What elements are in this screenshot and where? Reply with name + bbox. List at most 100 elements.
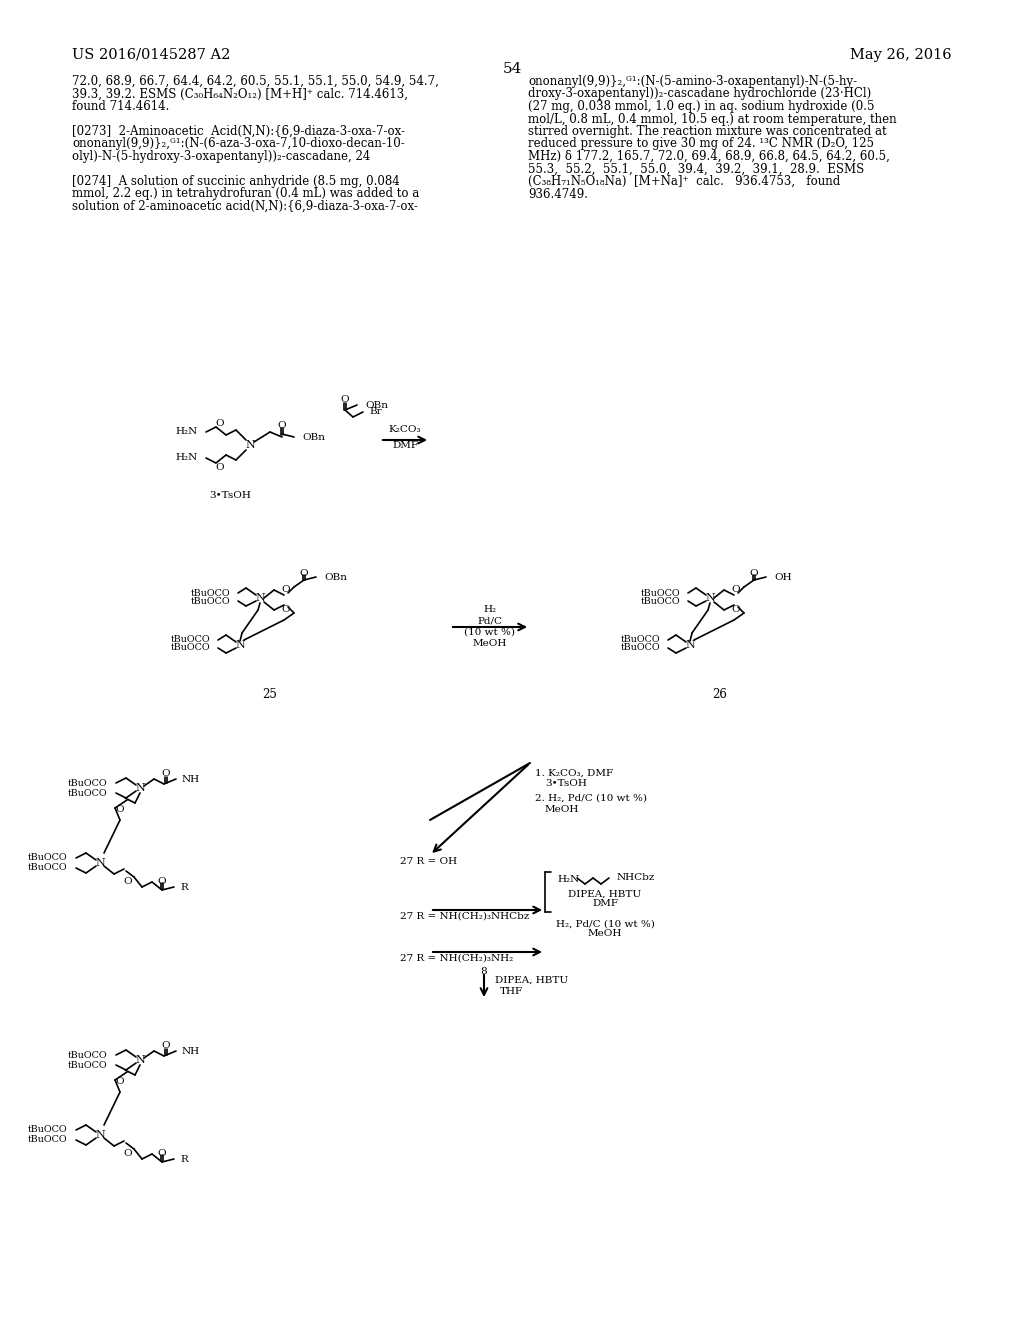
- Text: N: N: [135, 783, 144, 793]
- Text: reduced pressure to give 30 mg of 24. ¹³C NMR (D₂O, 125: reduced pressure to give 30 mg of 24. ¹³…: [528, 137, 874, 150]
- Text: solution of 2-aminoacetic acid(N,N):{6,9-diaza-3-oxa-7-ox-: solution of 2-aminoacetic acid(N,N):{6,9…: [72, 201, 418, 213]
- Text: (C₃₈H₇₁N₅O₁₈Na)  [M+Na]⁺  calc.   936.4753,   found: (C₃₈H₇₁N₅O₁₈Na) [M+Na]⁺ calc. 936.4753, …: [528, 176, 841, 187]
- Text: Pd/C: Pd/C: [477, 616, 503, 626]
- Text: O: O: [158, 1148, 166, 1158]
- Text: N: N: [255, 593, 265, 603]
- Text: N: N: [245, 440, 255, 450]
- Text: May 26, 2016: May 26, 2016: [850, 48, 952, 62]
- Text: MeOH: MeOH: [588, 929, 623, 939]
- Text: THF: THF: [500, 986, 523, 995]
- Text: [0273]  2-Aminoacetic  Acid(N,N):{6,9-diaza-3-oxa-7-ox-: [0273] 2-Aminoacetic Acid(N,N):{6,9-diaz…: [72, 125, 406, 139]
- Text: H₂N: H₂N: [176, 428, 198, 437]
- Text: Br: Br: [369, 408, 382, 417]
- Text: droxy-3-oxapentanyl))₂-cascadane hydrochloride (23·HCl): droxy-3-oxapentanyl))₂-cascadane hydroch…: [528, 87, 871, 100]
- Text: DIPEA, HBTU: DIPEA, HBTU: [495, 975, 568, 985]
- Text: mol/L, 0.8 mL, 0.4 mmol, 10.5 eq.) at room temperature, then: mol/L, 0.8 mL, 0.4 mmol, 10.5 eq.) at ro…: [528, 112, 897, 125]
- Text: 27 R = OH: 27 R = OH: [400, 858, 457, 866]
- Text: O: O: [216, 462, 224, 471]
- Text: tBuOCO: tBuOCO: [68, 779, 106, 788]
- Text: N: N: [236, 640, 245, 649]
- Text: tBuOCO: tBuOCO: [68, 1051, 106, 1060]
- Text: OBn: OBn: [324, 573, 347, 582]
- Text: US 2016/0145287 A2: US 2016/0145287 A2: [72, 48, 230, 62]
- Text: tBuOCO: tBuOCO: [28, 1126, 67, 1134]
- Text: tBuOCO: tBuOCO: [621, 635, 660, 644]
- Text: tBuOCO: tBuOCO: [28, 863, 67, 873]
- Text: tBuOCO: tBuOCO: [640, 597, 680, 606]
- Text: tBuOCO: tBuOCO: [170, 644, 210, 652]
- Text: DMF: DMF: [392, 441, 418, 450]
- Text: O: O: [162, 1041, 170, 1051]
- Text: N: N: [95, 858, 104, 869]
- Text: DIPEA, HBTU: DIPEA, HBTU: [568, 890, 642, 899]
- Text: H₂N: H₂N: [557, 875, 580, 884]
- Text: tBuOCO: tBuOCO: [621, 644, 660, 652]
- Text: 27 R = NH(CH₂)₃NH₂: 27 R = NH(CH₂)₃NH₂: [400, 953, 513, 962]
- Text: tBuOCO: tBuOCO: [170, 635, 210, 644]
- Text: N: N: [685, 640, 695, 649]
- Text: ononanyl(9,9)}₂,ᴳ¹:(N-(5-amino-3-oxapentanyl)-N-(5-hy-: ononanyl(9,9)}₂,ᴳ¹:(N-(5-amino-3-oxapent…: [528, 75, 857, 88]
- Text: tBuOCO: tBuOCO: [28, 854, 67, 862]
- Text: H₂: H₂: [483, 606, 497, 615]
- Text: 2. H₂, Pd/C (10 wt %): 2. H₂, Pd/C (10 wt %): [535, 793, 647, 803]
- Text: O: O: [278, 421, 287, 429]
- Text: NHCbz: NHCbz: [617, 874, 655, 883]
- Text: 26: 26: [713, 689, 727, 701]
- Text: O: O: [124, 878, 132, 887]
- Text: 3•TsOH: 3•TsOH: [545, 779, 587, 788]
- Text: O: O: [116, 805, 124, 814]
- Text: R: R: [180, 883, 187, 891]
- Text: K₂CO₃: K₂CO₃: [389, 425, 421, 434]
- Text: H₂, Pd/C (10 wt %): H₂, Pd/C (10 wt %): [556, 920, 654, 928]
- Text: NH: NH: [182, 1047, 200, 1056]
- Text: olyl)-N-(5-hydroxy-3-oxapentanyl))₂-cascadane, 24: olyl)-N-(5-hydroxy-3-oxapentanyl))₂-casc…: [72, 150, 371, 162]
- Text: 39.3, 39.2. ESMS (C₃₀H₆₄N₂O₁₂) [M+H]⁺ calc. 714.4613,: 39.3, 39.2. ESMS (C₃₀H₆₄N₂O₁₂) [M+H]⁺ ca…: [72, 87, 408, 100]
- Text: found 714.4614.: found 714.4614.: [72, 100, 169, 114]
- Text: tBuOCO: tBuOCO: [28, 1135, 67, 1144]
- Text: O: O: [124, 1150, 132, 1159]
- Text: 55.3,  55.2,  55.1,  55.0,  39.4,  39.2,  39.1,  28.9.  ESMS: 55.3, 55.2, 55.1, 55.0, 39.4, 39.2, 39.1…: [528, 162, 864, 176]
- Text: OBn: OBn: [365, 400, 388, 409]
- Text: N: N: [706, 593, 715, 603]
- Text: OBn: OBn: [302, 433, 325, 441]
- Text: N: N: [95, 1130, 104, 1140]
- Text: [0274]  A solution of succinic anhydride (8.5 mg, 0.084: [0274] A solution of succinic anhydride …: [72, 176, 399, 187]
- Text: tBuOCO: tBuOCO: [68, 1060, 106, 1069]
- Text: O: O: [216, 418, 224, 428]
- Text: stirred overnight. The reaction mixture was concentrated at: stirred overnight. The reaction mixture …: [528, 125, 887, 139]
- Text: O: O: [750, 569, 759, 578]
- Text: O: O: [282, 606, 291, 615]
- Text: O: O: [300, 569, 308, 578]
- Text: 1. K₂CO₃, DMF: 1. K₂CO₃, DMF: [535, 768, 613, 777]
- Text: tBuOCO: tBuOCO: [190, 589, 230, 598]
- Text: tBuOCO: tBuOCO: [640, 589, 680, 598]
- Text: N: N: [135, 1055, 144, 1065]
- Text: OH: OH: [774, 573, 792, 582]
- Text: 936.4749.: 936.4749.: [528, 187, 588, 201]
- Text: 54: 54: [503, 62, 521, 77]
- Text: MeOH: MeOH: [473, 639, 507, 648]
- Text: 25: 25: [262, 689, 278, 701]
- Text: O: O: [732, 606, 740, 615]
- Text: ononanyl(9,9)}₂,ᴳ¹:(N-(6-aza-3-oxa-7,10-dioxo-decan-10-: ononanyl(9,9)}₂,ᴳ¹:(N-(6-aza-3-oxa-7,10-…: [72, 137, 404, 150]
- Text: (27 mg, 0.038 mmol, 1.0 eq.) in aq. sodium hydroxide (0.5: (27 mg, 0.038 mmol, 1.0 eq.) in aq. sodi…: [528, 100, 874, 114]
- Text: O: O: [116, 1077, 124, 1086]
- Text: O: O: [732, 586, 740, 594]
- Text: 27 R = NH(CH₂)₃NHCbz: 27 R = NH(CH₂)₃NHCbz: [400, 912, 529, 920]
- Text: tBuOCO: tBuOCO: [68, 788, 106, 797]
- Text: 3•TsOH: 3•TsOH: [209, 491, 251, 499]
- Text: mmol, 2.2 eq.) in tetrahydrofuran (0.4 mL) was added to a: mmol, 2.2 eq.) in tetrahydrofuran (0.4 m…: [72, 187, 419, 201]
- Text: DMF: DMF: [592, 899, 618, 908]
- Text: O: O: [162, 770, 170, 779]
- Text: (10 wt %): (10 wt %): [465, 627, 515, 636]
- Text: 8: 8: [480, 968, 487, 977]
- Text: H₂N: H₂N: [176, 454, 198, 462]
- Text: O: O: [282, 586, 291, 594]
- Text: NH: NH: [182, 775, 200, 784]
- Text: O: O: [341, 396, 349, 404]
- Text: tBuOCO: tBuOCO: [190, 597, 230, 606]
- Text: R: R: [180, 1155, 187, 1163]
- Text: O: O: [158, 876, 166, 886]
- Text: MHz) δ 177.2, 165.7, 72.0, 69.4, 68.9, 66.8, 64.5, 64.2, 60.5,: MHz) δ 177.2, 165.7, 72.0, 69.4, 68.9, 6…: [528, 150, 890, 162]
- Text: 72.0, 68.9, 66.7, 64.4, 64.2, 60.5, 55.1, 55.1, 55.0, 54.9, 54.7,: 72.0, 68.9, 66.7, 64.4, 64.2, 60.5, 55.1…: [72, 75, 439, 88]
